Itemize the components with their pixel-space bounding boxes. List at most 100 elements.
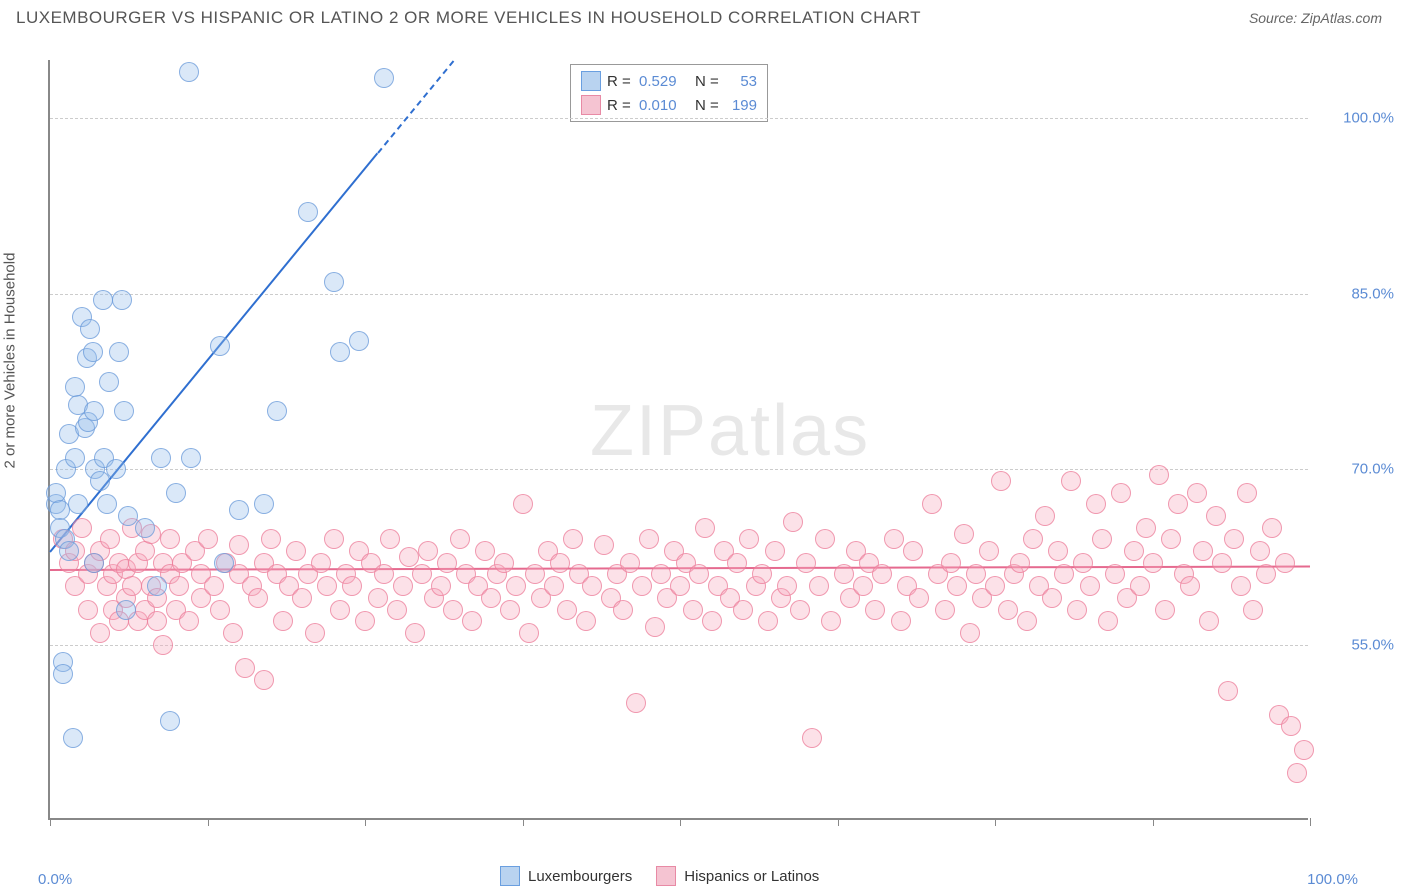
data-point [147, 576, 167, 596]
data-point [273, 611, 293, 631]
watermark: ZIPatlas [590, 390, 870, 472]
y-tick-label: 70.0% [1351, 461, 1394, 478]
data-point [431, 576, 451, 596]
data-point [475, 541, 495, 561]
data-point [670, 576, 690, 596]
data-point [865, 600, 885, 620]
data-point [853, 576, 873, 596]
data-point [632, 576, 652, 596]
data-point [1262, 518, 1282, 538]
data-point [1187, 483, 1207, 503]
data-point [147, 611, 167, 631]
data-point [1124, 541, 1144, 561]
data-point [267, 401, 287, 421]
data-point [626, 693, 646, 713]
data-point [1136, 518, 1156, 538]
data-point [620, 553, 640, 573]
data-point [106, 459, 126, 479]
data-point [181, 448, 201, 468]
data-point [1224, 529, 1244, 549]
data-point [1231, 576, 1251, 596]
data-point [68, 494, 88, 514]
data-point [450, 529, 470, 549]
data-point [998, 600, 1018, 620]
data-point [727, 553, 747, 573]
data-point [1098, 611, 1118, 631]
data-point [93, 290, 113, 310]
data-point [1250, 541, 1270, 561]
data-point [78, 600, 98, 620]
data-point [229, 535, 249, 555]
data-point [645, 617, 665, 637]
data-point [1048, 541, 1068, 561]
data-point [292, 588, 312, 608]
data-point [1061, 471, 1081, 491]
data-point [947, 576, 967, 596]
data-point [53, 664, 73, 684]
data-point [1199, 611, 1219, 631]
data-point [525, 564, 545, 584]
x-tick [523, 818, 524, 826]
data-point [324, 272, 344, 292]
data-point [198, 529, 218, 549]
data-point [891, 611, 911, 631]
data-point [63, 728, 83, 748]
data-point [443, 600, 463, 620]
data-point [210, 336, 230, 356]
data-point [991, 471, 1011, 491]
data-point [1193, 541, 1213, 561]
data-point [758, 611, 778, 631]
data-point [777, 576, 797, 596]
data-point [248, 588, 268, 608]
data-point [960, 623, 980, 643]
data-point [1180, 576, 1200, 596]
data-point [437, 553, 457, 573]
data-point [683, 600, 703, 620]
swatch-hispanics-bottom [656, 866, 676, 886]
data-point [405, 623, 425, 643]
data-point [481, 588, 501, 608]
data-point [1042, 588, 1062, 608]
gridline-h [50, 645, 1308, 646]
data-point [109, 342, 129, 362]
data-point [639, 529, 659, 549]
data-point [235, 658, 255, 678]
x-tick [208, 818, 209, 826]
data-point [330, 600, 350, 620]
data-point [151, 448, 171, 468]
data-point [1080, 576, 1100, 596]
y-axis-label: 2 or more Vehicles in Household [2, 253, 19, 469]
data-point [368, 588, 388, 608]
data-point [821, 611, 841, 631]
data-point [179, 611, 199, 631]
data-point [166, 483, 186, 503]
data-point [884, 529, 904, 549]
data-point [689, 564, 709, 584]
data-point [1073, 553, 1093, 573]
data-point [1010, 553, 1030, 573]
data-point [1281, 716, 1301, 736]
data-point [418, 541, 438, 561]
data-point [412, 564, 432, 584]
data-point [783, 512, 803, 532]
data-point [100, 529, 120, 549]
legend-item-hispanics: Hispanics or Latinos [656, 866, 819, 886]
data-point [733, 600, 753, 620]
data-point [739, 529, 759, 549]
data-point [1218, 681, 1238, 701]
data-point [229, 500, 249, 520]
x-tick [995, 818, 996, 826]
data-point [122, 576, 142, 596]
data-point [399, 547, 419, 567]
data-point [594, 535, 614, 555]
data-point [576, 611, 596, 631]
data-point [305, 623, 325, 643]
data-point [116, 600, 136, 620]
data-point [112, 290, 132, 310]
data-point [261, 529, 281, 549]
data-point [393, 576, 413, 596]
data-point [160, 711, 180, 731]
data-point [1243, 600, 1263, 620]
data-point [1067, 600, 1087, 620]
data-point [298, 202, 318, 222]
